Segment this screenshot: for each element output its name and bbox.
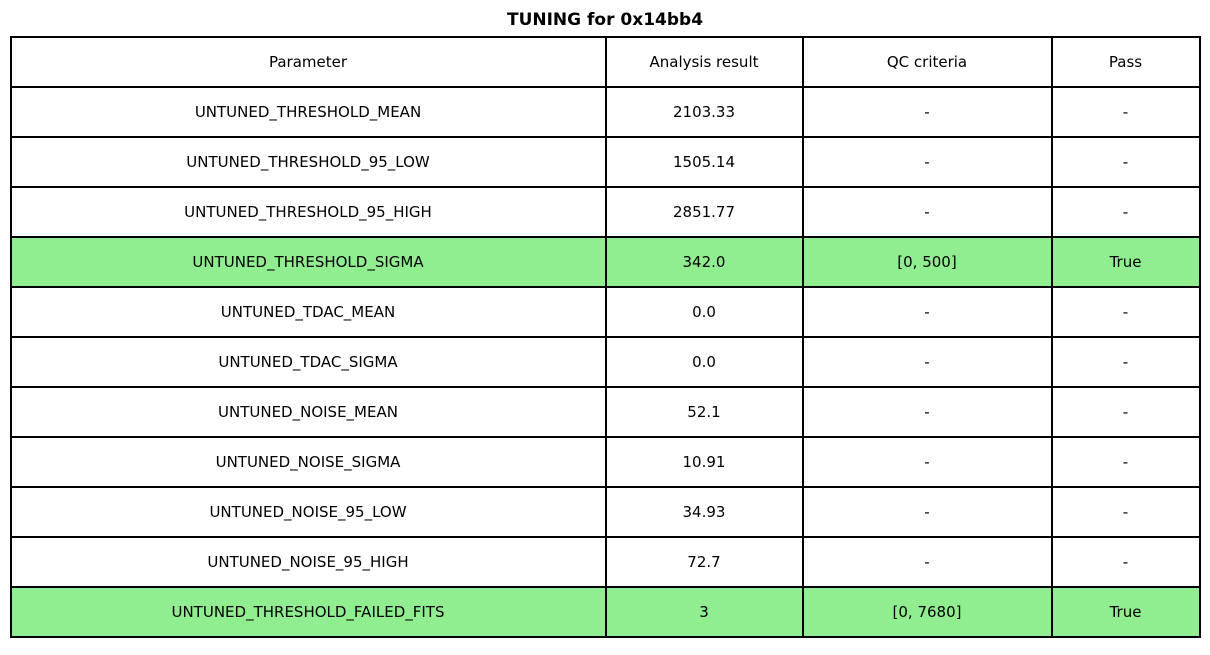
cell-qc-criteria: [0, 500] <box>801 236 1053 288</box>
cell-qc-criteria: - <box>801 136 1053 188</box>
table-row: UNTUNED_THRESHOLD_95_HIGH 2851.77- - <box>9 186 1201 238</box>
cell-analysis-result: 0.0 <box>604 336 804 388</box>
cell-analysis-result: 52.1 <box>604 386 804 438</box>
cell-parameter: UNTUNED_TDAC_SIGMA <box>9 336 607 388</box>
cell-qc-criteria: [0, 7680] <box>801 586 1053 638</box>
cell-qc-criteria: - <box>801 86 1053 138</box>
tuning-table: Parameter Analysis result QC criteria Pa… <box>9 36 1201 638</box>
table-row: UNTUNED_TDAC_MEAN 0.0- - <box>9 286 1201 338</box>
cell-analysis-result: 1505.14 <box>604 136 804 188</box>
table-row: UNTUNED_THRESHOLD_95_LOW 1505.14- - <box>9 136 1201 188</box>
table-header: Parameter Analysis result QC criteria Pa… <box>9 36 1201 88</box>
cell-pass: - <box>1050 136 1201 188</box>
column-header-analysis-result: Analysis result <box>604 36 804 88</box>
cell-parameter: UNTUNED_THRESHOLD_95_HIGH <box>9 186 607 238</box>
header-row: Parameter Analysis result QC criteria Pa… <box>9 36 1201 88</box>
column-header-parameter: Parameter <box>9 36 607 88</box>
table-row: UNTUNED_NOISE_95_HIGH 72.7- - <box>9 536 1201 588</box>
table-row: UNTUNED_NOISE_SIGMA 10.91- - <box>9 436 1201 488</box>
page-title: TUNING for 0x14bb4 <box>506 10 704 30</box>
cell-parameter: UNTUNED_NOISE_MEAN <box>9 386 607 438</box>
cell-parameter: UNTUNED_THRESHOLD_95_LOW <box>9 136 607 188</box>
cell-qc-criteria: - <box>801 536 1053 588</box>
table-body: UNTUNED_THRESHOLD_MEAN 2103.33- - UNTUNED_T… <box>9 86 1201 638</box>
cell-parameter: UNTUNED_TDAC_MEAN <box>9 286 607 338</box>
cell-analysis-result: 3 <box>604 586 804 638</box>
table-row: UNTUNED_THRESHOLD_SIGMA 342.0 [0, 500] True <box>9 236 1201 288</box>
cell-pass: True <box>1050 586 1201 638</box>
cell-parameter: UNTUNED_NOISE_95_LOW <box>9 486 607 538</box>
cell-pass: - <box>1050 486 1201 538</box>
column-header-pass: Pass <box>1050 36 1201 88</box>
cell-pass: - <box>1050 536 1201 588</box>
cell-parameter: UNTUNED_NOISE_95_HIGH <box>9 536 607 588</box>
cell-qc-criteria: - <box>801 186 1053 238</box>
cell-analysis-result: 34.93 <box>604 486 804 538</box>
cell-qc-criteria: - <box>801 386 1053 438</box>
cell-qc-criteria: - <box>801 336 1053 388</box>
cell-pass: - <box>1050 336 1201 388</box>
cell-qc-criteria: - <box>801 436 1053 488</box>
cell-analysis-result: 2103.33 <box>604 86 804 138</box>
cell-parameter: UNTUNED_THRESHOLD_FAILED_FITS <box>9 586 607 638</box>
cell-parameter: UNTUNED_THRESHOLD_MEAN <box>9 86 607 138</box>
cell-pass: - <box>1050 386 1201 438</box>
cell-pass: - <box>1050 436 1201 488</box>
column-header-qc-criteria: QC criteria <box>801 36 1053 88</box>
cell-analysis-result: 0.0 <box>604 286 804 338</box>
cell-analysis-result: 342.0 <box>604 236 804 288</box>
cell-pass: - <box>1050 286 1201 338</box>
table-row: UNTUNED_TDAC_SIGMA 0.0- - <box>9 336 1201 388</box>
table-row: UNTUNED_THRESHOLD_MEAN 2103.33- - <box>9 86 1201 138</box>
table-row: UNTUNED_NOISE_95_LOW 34.93- - <box>9 486 1201 538</box>
table-row: UNTUNED_THRESHOLD_FAILED_FITS 3 [0, 7680] T… <box>9 586 1201 638</box>
cell-pass: True <box>1050 236 1201 288</box>
cell-analysis-result: 10.91 <box>604 436 804 488</box>
cell-parameter: UNTUNED_NOISE_SIGMA <box>9 436 607 488</box>
cell-qc-criteria: - <box>801 286 1053 338</box>
cell-qc-criteria: - <box>801 486 1053 538</box>
cell-pass: - <box>1050 86 1201 138</box>
cell-analysis-result: 72.7 <box>604 536 804 588</box>
cell-pass: - <box>1050 186 1201 238</box>
cell-analysis-result: 2851.77 <box>604 186 804 238</box>
cell-parameter: UNTUNED_THRESHOLD_SIGMA <box>9 236 607 288</box>
table-row: UNTUNED_NOISE_MEAN 52.1- - <box>9 386 1201 438</box>
